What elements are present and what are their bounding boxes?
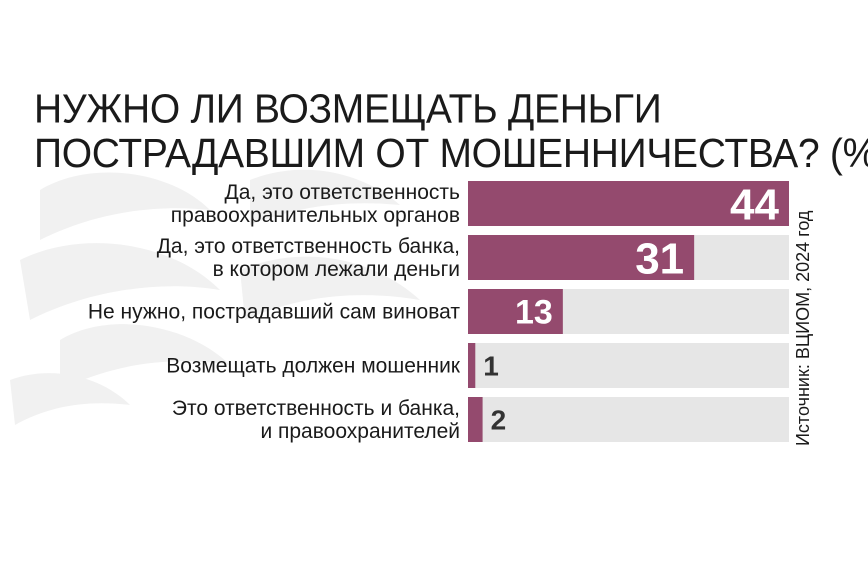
- bar-value-label: 31: [635, 234, 684, 283]
- bar: [468, 397, 483, 442]
- chart-title-line-1: НУЖНО ЛИ ВОЗМЕЩАТЬ ДЕНЬГИ: [34, 86, 662, 133]
- category-label: и правоохранителей: [260, 420, 460, 443]
- bar-row: 44 Да, это ответственностьправоохранитель…: [171, 180, 789, 229]
- bar: [468, 343, 476, 388]
- source-note: Источник: ВЦИОМ, 2024 год: [793, 210, 813, 446]
- bar-value-label: 44: [730, 180, 779, 229]
- bar: [468, 289, 563, 334]
- bar-row: 13 Не нужно, пострадавший сам виноват: [88, 289, 789, 334]
- category-label: Возмещать должен мошенник: [166, 355, 461, 378]
- chart-title: НУЖНО ЛИ ВОЗМЕЩАТЬ ДЕНЬГИ ПОСТРАДАВШИМ О…: [34, 86, 868, 177]
- category-label: Да, это ответственность банка,: [157, 235, 460, 258]
- bar-row: 1 Возмещать должен мошенник: [166, 343, 789, 388]
- bar-value-label: 1: [483, 351, 499, 382]
- bar-row: 31 Да, это ответственность банка,в которо…: [157, 234, 789, 283]
- bar: [468, 181, 789, 226]
- bar-row: 2 Это ответственность и банка,и правоохра…: [172, 397, 789, 443]
- bar: [468, 235, 695, 280]
- bar-value-label: 13: [515, 294, 553, 332]
- category-label: в котором лежали деньги: [213, 258, 460, 281]
- category-label: Да, это ответственность: [225, 181, 461, 204]
- chart-title-line-2: ПОСТРАДАВШИМ ОТ МОШЕННИЧЕСТВА? (%): [34, 131, 868, 177]
- bar-value-label: 2: [491, 405, 507, 436]
- bar-track: [468, 397, 789, 442]
- category-label: Это ответственность и банка,: [172, 397, 460, 420]
- bars-layer: 44 Да, это ответственностьправоохранитель…: [88, 180, 789, 443]
- category-label: Не нужно, пострадавший сам виноват: [88, 301, 461, 324]
- category-label: правоохранительных органов: [171, 204, 460, 227]
- bar-track: [468, 343, 789, 388]
